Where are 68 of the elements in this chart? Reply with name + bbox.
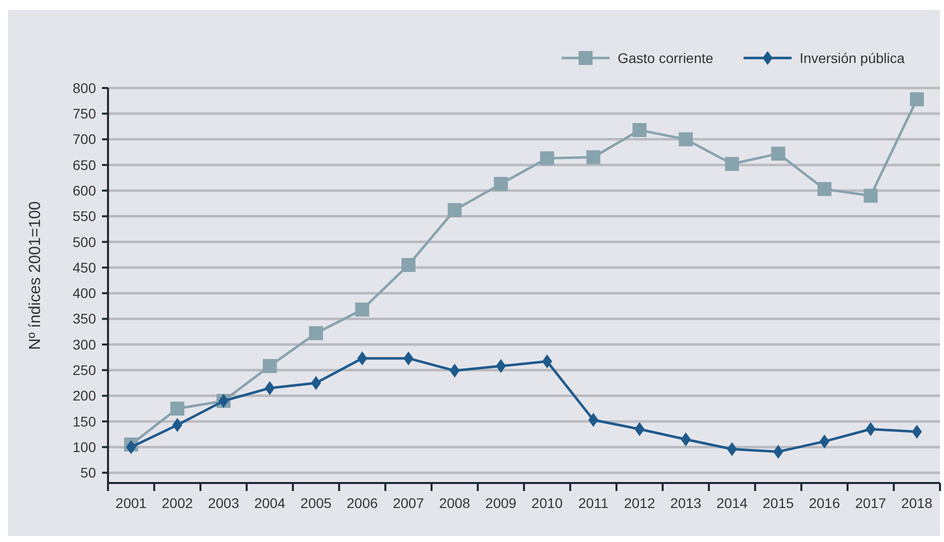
point [632, 123, 647, 138]
point [773, 444, 784, 459]
y-tick-label: 100 [72, 438, 96, 455]
x-tick-label: 2001 [116, 495, 147, 511]
point [401, 258, 416, 272]
point [678, 132, 693, 146]
x-tick-label: 2013 [670, 495, 702, 511]
x-tick-label: 2007 [392, 495, 424, 511]
point [494, 176, 508, 191]
x-tick-label: 2010 [532, 495, 563, 511]
y-tick-label: 750 [72, 106, 96, 122]
x-tick-label: 2014 [716, 495, 748, 511]
point [448, 203, 462, 218]
x-tick-label: 2011 [578, 495, 609, 511]
point [264, 381, 275, 396]
point [586, 150, 600, 164]
point [170, 402, 184, 416]
y-tick-label: 450 [72, 259, 96, 276]
y-tick-label: 150 [72, 413, 96, 430]
point [725, 156, 739, 171]
point [634, 422, 645, 436]
y-tick-label: 400 [72, 285, 96, 302]
legend-label: Inversión pública [800, 50, 905, 66]
y-tick-label: 350 [72, 310, 96, 327]
y-tick-label: 250 [72, 362, 96, 378]
x-tick-label: 2017 [855, 495, 886, 511]
point [866, 422, 876, 436]
point [588, 412, 598, 427]
point [357, 351, 368, 366]
y-tick-label: 300 [72, 336, 96, 352]
y-tick-label: 50 [80, 464, 96, 481]
point [126, 440, 136, 454]
x-tick-label: 2012 [624, 495, 656, 511]
y-tick-label: 200 [72, 388, 96, 404]
point [309, 326, 323, 340]
point [540, 151, 554, 166]
point [262, 359, 277, 374]
legend-label: Gasto corriente [618, 50, 714, 66]
x-tick-label: 2009 [485, 495, 517, 511]
y-tick-label: 650 [72, 156, 96, 173]
x-tick-label: 2016 [808, 495, 840, 511]
point [912, 424, 922, 439]
point [172, 418, 182, 432]
y-axis-title: Nº índices 2001=100 [27, 201, 44, 350]
y-tick-label: 600 [72, 182, 96, 198]
point [819, 434, 830, 448]
point [450, 364, 460, 378]
point [771, 146, 786, 161]
x-tick-label: 2018 [901, 495, 933, 511]
point [355, 302, 370, 317]
x-tick-label: 2005 [300, 495, 332, 511]
y-tick-label: 700 [72, 131, 96, 148]
point [864, 188, 878, 203]
y-tick-label: 500 [72, 234, 96, 250]
x-tick-label: 2008 [439, 495, 470, 511]
point [817, 182, 832, 196]
x-tick-label: 2003 [208, 495, 240, 511]
y-tick-label: 550 [72, 208, 96, 224]
x-tick-label: 2015 [762, 495, 794, 511]
y-tick-label: 800 [72, 80, 96, 96]
point [910, 92, 924, 106]
point [542, 354, 552, 368]
point [680, 432, 691, 446]
x-tick-label: 2004 [254, 495, 286, 511]
x-tick-label: 2002 [162, 495, 194, 511]
point [496, 359, 506, 374]
point [403, 351, 414, 366]
x-tick-label: 2006 [346, 495, 378, 511]
